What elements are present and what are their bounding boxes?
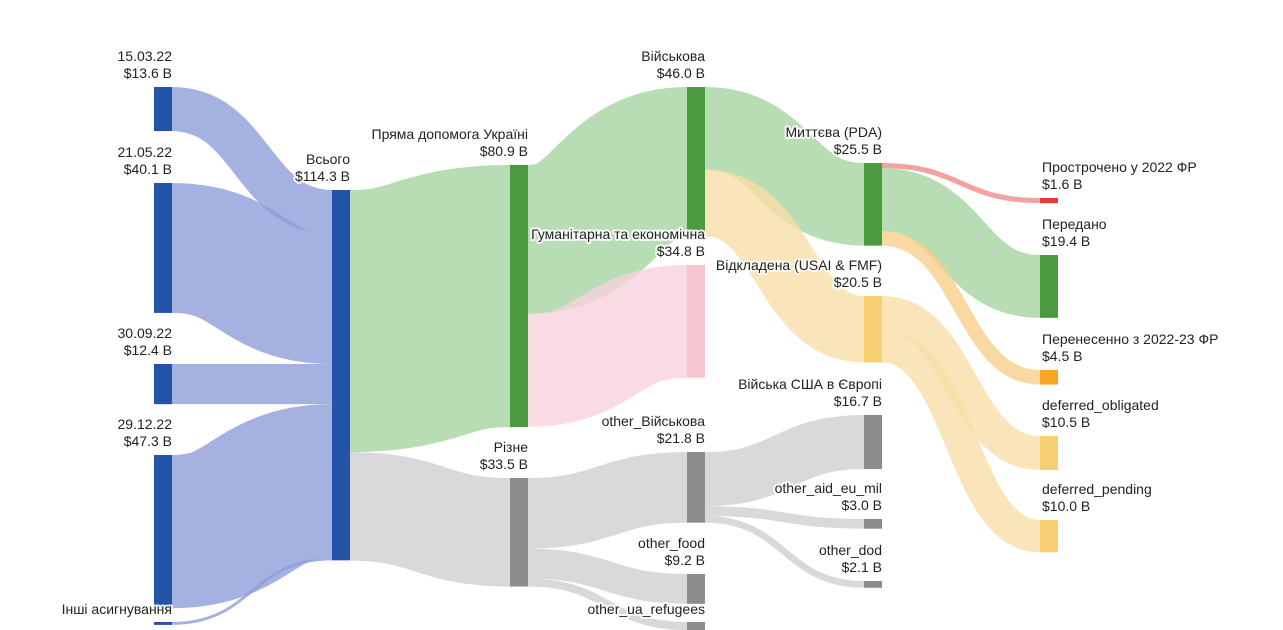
node-value-label: $25.5 B (834, 141, 882, 157)
node-label: Війська США в Європі (738, 376, 882, 392)
node-value-label: $13.6 B (124, 65, 172, 81)
node-label: Гуманітарна та економічна (531, 226, 705, 242)
links (168, 87, 1042, 630)
node-value-label: $20.5 B (834, 274, 882, 290)
node (154, 364, 172, 405)
node (154, 455, 172, 609)
link (171, 557, 333, 625)
link (168, 404, 336, 609)
node (864, 581, 882, 588)
link (880, 296, 1042, 471)
node (1040, 436, 1058, 471)
link (704, 506, 865, 529)
node-label: other_Військова (602, 413, 706, 429)
node-value-label: $10.0 B (1042, 498, 1090, 514)
node-label: Інші асигнування (62, 601, 172, 617)
node-value-label: $33.5 B (480, 456, 528, 472)
node-label: deferred_obligated (1042, 397, 1159, 413)
node (510, 478, 528, 587)
node-label: Миттєва (PDA) (785, 124, 882, 140)
node-label: deferred_pending (1042, 481, 1152, 497)
node-label: Всього (306, 151, 350, 167)
nodes (154, 87, 1058, 630)
node (1040, 370, 1058, 385)
node-value-label: $47.3 B (124, 433, 172, 449)
node-value-label: $114.3 B (295, 168, 350, 184)
node (1040, 198, 1058, 204)
link (880, 330, 1042, 553)
link (704, 415, 865, 507)
link (527, 578, 688, 630)
node-value-label: $10.5 B (1042, 414, 1090, 430)
node-label: Різне (494, 439, 529, 455)
link (704, 515, 865, 588)
node (687, 87, 705, 237)
node-value-label: $3.0 B (842, 497, 882, 513)
node-value-label: $19.4 B (1042, 233, 1090, 249)
node-value-label: $80.9 B (480, 143, 528, 159)
node (510, 165, 528, 428)
node-label: 29.12.22 (118, 416, 173, 432)
node-label: Перенесенно з 2022-23 ФР (1042, 331, 1218, 347)
link (347, 165, 513, 453)
node-label: Прострочено у 2022 ФР (1042, 159, 1197, 175)
node-value-label: $2.1 B (842, 559, 882, 575)
link (525, 265, 690, 427)
link (702, 169, 867, 363)
link (527, 548, 688, 604)
node-label: Передано (1042, 216, 1107, 232)
node-label: 15.03.22 (118, 48, 173, 64)
node (864, 163, 882, 246)
link (881, 231, 1041, 385)
node-label: other_aid_eu_mil (775, 480, 882, 496)
node-value-label: $16.7 B (834, 393, 882, 409)
node (687, 452, 705, 523)
node-label: 21.05.22 (118, 144, 173, 160)
node (864, 296, 882, 363)
node (687, 574, 705, 604)
node (864, 519, 882, 529)
node (154, 87, 172, 132)
node (332, 190, 350, 561)
link (523, 87, 692, 315)
node-value-label: $9.2 B (665, 552, 705, 568)
link (881, 163, 1041, 204)
node (1040, 255, 1058, 318)
node-value-label: $12.4 B (124, 342, 172, 358)
node-value-label: $21.8 B (657, 430, 705, 446)
link (880, 168, 1042, 318)
node-label: other_ua_refugees (587, 601, 705, 617)
node-value-label: $46.0 B (657, 65, 705, 81)
node (1040, 520, 1058, 553)
node-label: other_dod (819, 542, 882, 558)
node-value-label: $4.5 B (1042, 348, 1082, 364)
node (154, 622, 172, 625)
link (348, 452, 512, 587)
node-value-label: $34.8 B (657, 243, 705, 259)
node-value-label: $40.1 B (124, 161, 172, 177)
node (154, 183, 172, 313)
node-label: Відкладена (USAI & FMF) (716, 257, 882, 273)
node-value-label: $1.6 B (1042, 176, 1082, 192)
node-label: 30.09.22 (118, 325, 173, 341)
node-label: Пряма допомога Україні (372, 126, 528, 142)
link (527, 452, 688, 549)
node (864, 415, 882, 470)
link (169, 183, 335, 364)
link (170, 87, 334, 235)
node-label: Військова (641, 48, 705, 64)
link (702, 87, 867, 246)
labels: 15.03.22$13.6 B21.05.22$40.1 B30.09.22$1… (60, 46, 1221, 619)
node (687, 622, 705, 630)
node (687, 265, 705, 378)
node-label: other_food (638, 535, 705, 551)
